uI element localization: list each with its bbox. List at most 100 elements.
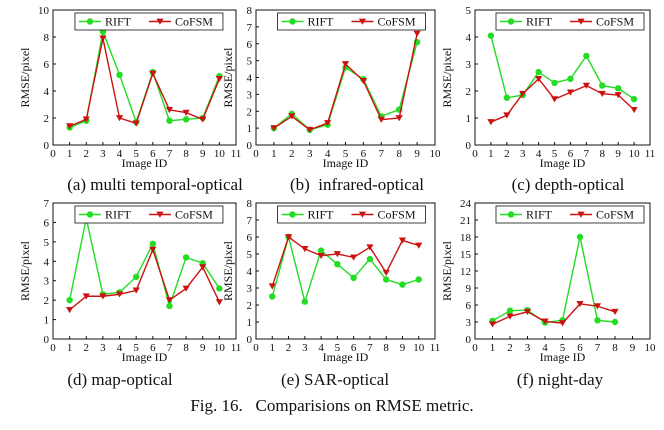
x-tick-label: 2 xyxy=(286,342,292,354)
legend-label-cofsm: CoFSM xyxy=(175,208,213,222)
x-tick-label: 5 xyxy=(335,342,341,354)
y-tick-label: 5 xyxy=(44,237,50,249)
series-line-rift xyxy=(490,35,635,100)
x-tick-label: 9 xyxy=(615,148,621,160)
x-tick-label: 0 xyxy=(253,148,259,160)
x-tick-label: 5 xyxy=(133,148,139,160)
data-point-cofsm xyxy=(270,125,278,132)
x-tick-label: 7 xyxy=(167,148,173,160)
legend-marker-cofsm xyxy=(358,211,367,218)
legend-marker-rift xyxy=(507,211,515,218)
x-tick-label: 2 xyxy=(289,148,295,160)
x-tick-label: 3 xyxy=(525,342,531,354)
data-point-cofsm xyxy=(199,116,207,123)
legend-marker-rift xyxy=(289,18,296,25)
data-point-cofsm xyxy=(99,35,107,42)
data-point-cofsm xyxy=(132,287,140,294)
y-tick-label: 0 xyxy=(247,140,253,152)
legend: RIFT CoFSM xyxy=(277,205,426,224)
legend-label-rift: RIFT xyxy=(526,208,553,222)
data-point-cofsm xyxy=(115,291,124,298)
x-tick-label: 0 xyxy=(472,148,478,160)
x-tick-label: 10 xyxy=(629,148,641,160)
x-tick-label: 3 xyxy=(302,342,308,354)
data-point-cofsm xyxy=(132,120,140,127)
x-tick-label: 1 xyxy=(270,342,276,354)
x-tick-label: 8 xyxy=(612,342,618,354)
data-point-rift xyxy=(182,254,190,261)
x-tick-label: 5 xyxy=(343,148,349,160)
data-point-rift xyxy=(116,71,123,79)
data-point-cofsm xyxy=(377,116,385,123)
series-line-cofsm xyxy=(490,77,635,123)
legend-label-rift: RIFT xyxy=(105,208,132,222)
x-tick-label: 0 xyxy=(50,148,56,160)
x-tick-label: 7 xyxy=(167,342,173,354)
legend-marker-cofsm xyxy=(156,18,164,25)
y-tick-label: 3 xyxy=(44,276,50,288)
subcaption: (a) multi temporal-optical xyxy=(67,175,243,194)
y-tick-label: 4 xyxy=(247,266,253,278)
legend-label-rift: RIFT xyxy=(105,15,132,29)
subcaption: (e) SAR-optical xyxy=(281,370,389,389)
y-tick-label: 4 xyxy=(247,73,253,85)
data-point-cofsm xyxy=(519,90,527,97)
data-point-rift xyxy=(366,255,374,263)
x-tick-label: 3 xyxy=(100,342,106,354)
x-tick-label: 2 xyxy=(507,342,513,354)
data-point-cofsm xyxy=(359,77,367,85)
data-point-cofsm xyxy=(366,244,374,251)
data-point-rift xyxy=(350,274,357,281)
data-point-rift xyxy=(551,79,558,87)
legend-label-cofsm: CoFSM xyxy=(377,15,415,29)
y-tick-label: 8 xyxy=(247,198,253,210)
data-point-rift xyxy=(506,307,514,314)
x-tick-label: 4 xyxy=(117,342,123,354)
x-axis-label: Image ID xyxy=(323,156,369,170)
legend: RIFT CoFSM xyxy=(74,205,224,224)
y-tick-label: 3 xyxy=(466,317,472,329)
legend-label-rift: RIFT xyxy=(526,15,553,29)
data-point-cofsm xyxy=(582,82,590,89)
data-point-rift xyxy=(567,75,574,83)
legend: RIFT CoFSM xyxy=(495,12,645,31)
y-tick-label: 6 xyxy=(44,59,50,71)
data-point-cofsm xyxy=(487,119,495,126)
data-point-rift xyxy=(583,52,590,60)
data-point-rift xyxy=(166,302,173,310)
y-axis-label: RMSE/pixel xyxy=(221,47,235,108)
data-point-cofsm xyxy=(149,70,157,77)
data-point-rift xyxy=(132,273,140,281)
x-tick-label: 10 xyxy=(413,342,425,354)
x-tick-label: 10 xyxy=(430,148,442,160)
data-point-cofsm xyxy=(149,246,157,253)
legend-marker-cofsm xyxy=(358,18,367,25)
x-tick-label: 10 xyxy=(645,342,657,354)
y-tick-label: 1 xyxy=(247,317,253,329)
x-tick-label: 9 xyxy=(200,342,206,354)
x-tick-label: 0 xyxy=(472,342,478,354)
data-point-cofsm xyxy=(350,254,358,261)
y-axis-label: RMSE/pixel xyxy=(440,240,454,301)
x-axis-label: Image ID xyxy=(122,156,168,170)
data-point-cofsm xyxy=(413,30,421,37)
legend-label-rift: RIFT xyxy=(307,208,334,222)
y-tick-label: 5 xyxy=(247,249,253,261)
data-point-rift xyxy=(487,32,495,39)
legend-marker-rift xyxy=(507,18,515,25)
y-tick-label: 7 xyxy=(247,22,253,34)
legend-label-rift: RIFT xyxy=(307,15,334,29)
x-tick-label: 6 xyxy=(351,342,357,354)
x-tick-label: 0 xyxy=(253,342,259,354)
y-tick-label: 6 xyxy=(466,300,472,312)
data-point-cofsm xyxy=(488,321,497,328)
x-tick-label: 4 xyxy=(542,342,548,354)
x-tick-label: 8 xyxy=(600,148,606,160)
data-point-rift xyxy=(216,285,223,292)
x-tick-label: 6 xyxy=(150,342,156,354)
x-tick-label: 10 xyxy=(214,148,226,160)
data-point-cofsm xyxy=(415,242,423,249)
data-point-cofsm xyxy=(503,112,511,119)
